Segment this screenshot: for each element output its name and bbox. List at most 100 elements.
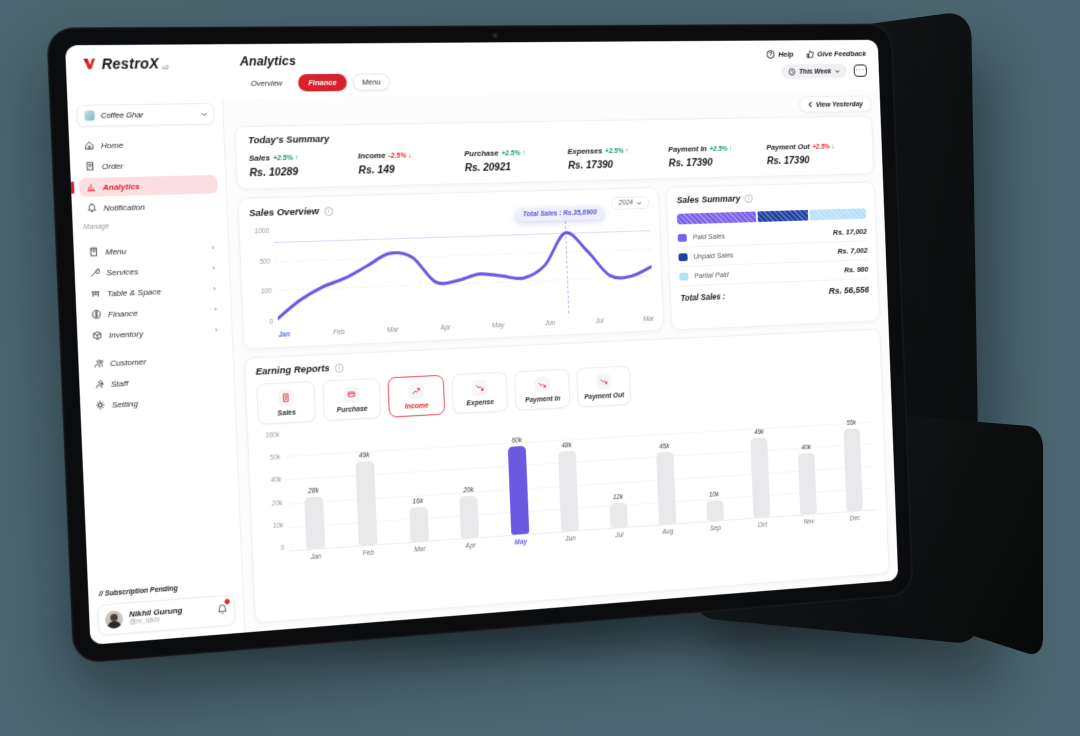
metric-label: Purchase <box>464 148 499 159</box>
total-sales-row: Total Sales : Rs. 56,556 <box>680 285 869 303</box>
sidebar-nav-manage: Menu › Services › Table & Space › Finance › Inve… <box>82 239 224 346</box>
metric-value: Rs. 17390 <box>567 158 614 172</box>
metric-header: Sales +2.5% ↑ <box>249 151 358 163</box>
view-yesterday-button[interactable]: View Yesterday <box>798 95 872 113</box>
chevron-down-icon <box>637 201 643 205</box>
metric-change: +2.5% ↑ <box>501 149 526 158</box>
app-body: Coffee Ghar Home Order Analytics Notificati… <box>67 89 899 645</box>
bar-column-mar[interactable]: 16k <box>389 423 445 543</box>
bar <box>798 452 818 515</box>
payment-out-icon <box>599 376 609 386</box>
y-tick-label: 100k <box>265 431 280 440</box>
legend-value: Rs. 17,002 <box>832 227 868 237</box>
metric-header: Purchase +2.5% ↑ <box>464 147 568 159</box>
sidebar-item-label: Setting <box>111 398 138 410</box>
give-feedback-button[interactable]: Give Feedback <box>806 49 866 58</box>
earning-filters: Sales Purchase Income Expense Payment In Paym… <box>256 354 873 425</box>
sales-summary-stacked-bar <box>677 208 867 225</box>
chevron-right-icon: › <box>213 306 217 314</box>
bar-column-oct[interactable]: 49k <box>734 404 785 519</box>
metric-label: Expenses <box>567 146 603 157</box>
metric-value: Rs. 17390 <box>766 154 810 168</box>
sales-overview-chart[interactable]: Total Sales : Rs.35,8900 <box>274 206 654 326</box>
chevron-down-icon <box>835 69 840 73</box>
filter-income[interactable]: Income <box>387 374 446 418</box>
bar-column-nov[interactable]: 40k <box>781 401 832 515</box>
todays-summary-card: Today's Summary Sales +2.5% ↑ Rs. 10289 Inc… <box>234 115 875 190</box>
tab-overview[interactable]: Overview <box>250 78 283 89</box>
info-icon[interactable]: i <box>323 206 334 217</box>
sidebar-item-table-space[interactable]: Table & Space › <box>84 280 223 304</box>
staff-icon <box>94 379 105 390</box>
sidebar-item-label: Services <box>106 266 139 278</box>
legend-swatch <box>677 233 688 242</box>
sales-summary-title: Sales Summary <box>676 193 741 207</box>
topbar: RestroX v2 Analytics Overview Finance Menu… <box>65 40 880 101</box>
payment-out-icon <box>595 373 612 390</box>
filter-purchase[interactable]: Purchase <box>322 377 382 422</box>
sidebar-item-label: Staff <box>110 378 129 389</box>
filter-sales[interactable]: Sales <box>256 381 317 425</box>
help-button[interactable]: ? Help <box>766 50 794 59</box>
sales-overview-title: Sales Overview <box>248 206 320 220</box>
chat-button[interactable]: ··· <box>853 64 868 77</box>
y-tick-label: 0 <box>280 544 285 553</box>
bar-value-label: 12k <box>612 493 624 502</box>
restaurant-selector[interactable]: Coffee Ghar <box>75 102 215 127</box>
metric-change: +2.5% ↑ <box>709 145 733 153</box>
sidebar-item-label: Menu <box>105 246 127 257</box>
filter-payment-in[interactable]: Payment In <box>514 368 571 411</box>
sales-summary-card: Sales Summary i Paid Sales Rs. 17,002 Unpa… <box>666 181 880 331</box>
sidebar-item-inventory[interactable]: Inventory › <box>85 321 224 345</box>
bar-value-label: 60k <box>511 437 523 445</box>
sidebar-item-analytics[interactable]: Analytics <box>79 174 218 197</box>
clock-icon <box>788 68 795 76</box>
services-icon <box>89 267 100 278</box>
brand-logo[interactable]: RestroX v2 <box>78 54 230 72</box>
year-selector[interactable]: 2024 <box>611 196 650 210</box>
metric-label: Income <box>357 150 386 161</box>
sales-overview-card: Sales Overview i 2024 1000 5 <box>237 187 665 350</box>
metric-label: Payment Out <box>766 142 810 152</box>
legend-swatch <box>678 252 689 261</box>
sidebar-item-services[interactable]: Services › <box>83 259 222 282</box>
bar-column-apr[interactable]: 20k <box>440 420 495 540</box>
sidebar-item-setting[interactable]: Setting <box>88 389 226 415</box>
bar-column-jan[interactable]: 28k <box>284 429 341 551</box>
metric-value: Rs. 10289 <box>249 165 299 180</box>
sidebar-item-home[interactable]: Home <box>77 134 216 155</box>
sidebar-nav-other: Customer Staff Setting <box>87 348 227 415</box>
profile-notification-button[interactable] <box>216 597 231 620</box>
info-icon[interactable]: i <box>744 194 753 204</box>
sidebar-item-label: Customer <box>109 356 147 368</box>
bar-value-label: 55k <box>846 419 857 427</box>
bar-column-aug[interactable]: 45k <box>639 409 692 525</box>
bar-column-may[interactable]: 60k <box>491 417 546 536</box>
profile-card[interactable]: Nikhil Gurung @rx_nikhi <box>97 594 236 636</box>
bar-column-jun[interactable]: 48k <box>541 415 595 533</box>
sidebar-item-menu[interactable]: Menu › <box>82 239 221 262</box>
bar-column-feb[interactable]: 49k <box>337 426 394 547</box>
filter-expense[interactable]: Expense <box>451 371 509 415</box>
week-selector[interactable]: This Week <box>781 63 848 79</box>
sidebar-bottom: // Subscription Pending Nikhil Gurung @r… <box>97 581 236 636</box>
sales-doc-icon <box>277 389 295 407</box>
order-icon <box>85 161 96 172</box>
info-icon[interactable]: i <box>334 363 344 373</box>
page-title: Analytics <box>239 53 297 69</box>
tab-finance[interactable]: Finance <box>298 73 347 92</box>
menu-icon <box>88 247 99 258</box>
x-tick-label: Jan <box>310 553 322 562</box>
bar-column-sep[interactable]: 10k <box>687 407 739 523</box>
sidebar-item-notification[interactable]: Notification <box>80 195 219 217</box>
earning-bar-chart[interactable]: 28k 49k 16k 20k 60k 48k 12k 45k 10k 49k 40k 55k <box>284 398 878 552</box>
bar-column-dec[interactable]: 55k <box>828 399 878 512</box>
bar-column-jul[interactable]: 12k <box>590 412 643 529</box>
sales-line-series <box>274 217 654 326</box>
x-tick-label: May <box>514 538 528 547</box>
filter-payment-out[interactable]: Payment Out <box>576 365 632 408</box>
filter-label: Purchase <box>336 405 368 415</box>
sidebar-item-order[interactable]: Order <box>78 154 217 176</box>
tab-menu[interactable]: Menu <box>351 73 391 91</box>
legend-value: Rs. 7,002 <box>837 246 868 256</box>
